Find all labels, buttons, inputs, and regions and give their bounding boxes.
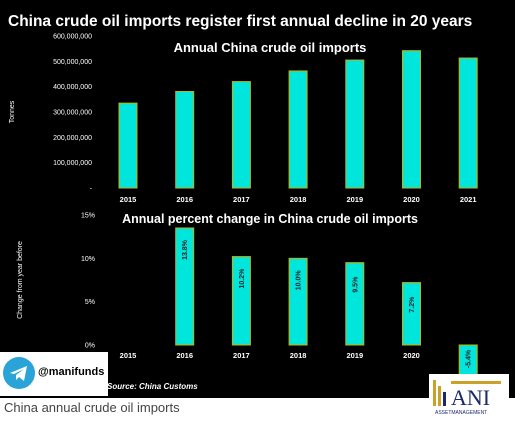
- x-tick-label: 2017: [233, 195, 250, 204]
- x-tick-label: 2018: [290, 351, 307, 360]
- data-label-2017: 10.2%: [239, 268, 246, 289]
- bar-imports-2015: [118, 102, 138, 189]
- y-axis-label-1: Tonnes: [9, 100, 16, 123]
- y-tick-label: 300,000,000: [53, 110, 92, 117]
- x-tick-label: 2020: [403, 351, 420, 360]
- source-text: Source: China Customs: [107, 382, 198, 391]
- x-tick-label: 2016: [176, 351, 193, 360]
- data-label-2020: 7.2%: [409, 296, 416, 313]
- x-tick-label: 2019: [346, 195, 363, 204]
- y-tick-label: 100,000,000: [53, 160, 92, 167]
- bar-imports-2021: [458, 57, 478, 189]
- bar-imports-2017: [231, 81, 251, 189]
- chart-panel: China crude oil imports register first a…: [0, 0, 515, 398]
- chart-title-2: Annual percent change in China crude oil…: [122, 212, 418, 226]
- y-tick-label: 200,000,000: [53, 135, 92, 142]
- x-tick-label: 2019: [346, 351, 363, 360]
- ani-logo: ANI ASSETMANAGEMENT: [429, 374, 509, 416]
- x-tick-label: 2020: [403, 195, 420, 204]
- y-tick-label: 10%: [81, 256, 95, 263]
- y-tick-label: 600,000,000: [53, 34, 92, 41]
- x-tick-label: 2021: [460, 195, 477, 204]
- svg-text:ASSETMANAGEMENT: ASSETMANAGEMENT: [435, 410, 487, 416]
- x-tick-label: 2015: [120, 195, 137, 204]
- x-tick-label: 2015: [120, 351, 137, 360]
- data-label-2021: -5.4%: [466, 349, 473, 368]
- bar-pct-change-2016: [175, 227, 195, 346]
- x-tick-label: 2018: [290, 195, 307, 204]
- x-tick-label: 2016: [176, 195, 193, 204]
- data-label-2018: 10.0%: [296, 270, 303, 291]
- bar-imports-2019: [345, 59, 365, 189]
- y-axis-label-2: Change from year before: [17, 241, 24, 319]
- y-tick-label: 0%: [85, 343, 95, 350]
- bar-pct-change-2020: [402, 282, 421, 346]
- svg-text:ANI: ANI: [451, 385, 490, 410]
- bar-imports-2020: [402, 50, 421, 189]
- chart-canvas: China crude oil imports register first a…: [8, 13, 478, 391]
- telegram-icon: [3, 357, 35, 389]
- y-tick-label: 500,000,000: [53, 59, 92, 66]
- bar-imports-2016: [175, 90, 195, 189]
- x-tick-label: 2017: [233, 351, 250, 360]
- figure-caption: China annual crude oil imports: [4, 400, 180, 415]
- main-title: China crude oil imports register first a…: [8, 13, 472, 30]
- data-label-2016: 13.8%: [182, 239, 189, 260]
- y-tick-label: 5%: [85, 299, 95, 306]
- telegram-handle: @manifunds: [38, 366, 105, 378]
- bar-pct-change-2019: [345, 262, 365, 346]
- telegram-badge[interactable]: @manifunds: [0, 352, 108, 396]
- bar-imports-2018: [288, 70, 308, 189]
- y-tick-label: 15%: [81, 213, 95, 220]
- data-label-2019: 9.5%: [352, 276, 359, 293]
- ani-logo-mark: ANI ASSETMANAGEMENT: [433, 380, 501, 416]
- bar-pct-change-2018: [288, 257, 308, 346]
- y-tick-label: -: [90, 186, 93, 193]
- chart-title-1: Annual China crude oil imports: [174, 40, 367, 55]
- bar-pct-change-2017: [231, 256, 251, 346]
- y-tick-label: 400,000,000: [53, 84, 92, 91]
